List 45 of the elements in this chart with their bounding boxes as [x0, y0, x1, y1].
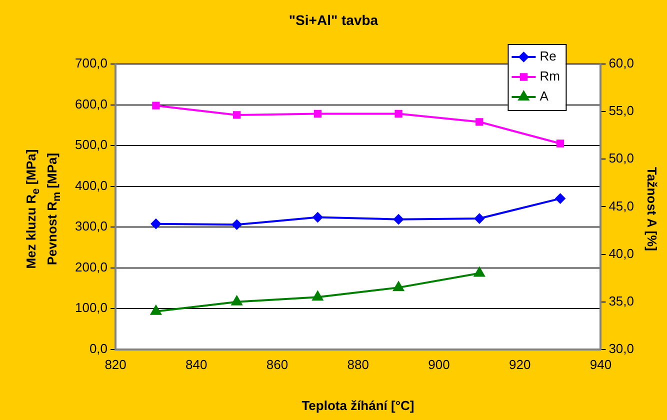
point [394, 214, 404, 224]
y2-tick-label: 35,0 [608, 293, 634, 308]
y-tick-label: 100,0 [74, 300, 108, 316]
point [394, 110, 402, 118]
y2-tick-label: 60,0 [608, 56, 634, 71]
x-tick-label: 820 [104, 356, 126, 372]
point [312, 291, 324, 301]
x-tick-label: 920 [508, 356, 531, 372]
y2-tick-label: 50,0 [608, 150, 634, 166]
x-axis-title: Teplota žíhání [°C] [300, 398, 416, 413]
y-tick-label: 300,0 [74, 218, 108, 234]
y2-tick-label: 40,0 [608, 246, 634, 261]
y2-axis-title: Tažnost A [%] [644, 166, 660, 252]
point [150, 305, 162, 315]
point [314, 110, 322, 118]
y-tick-label: 700,0 [74, 56, 108, 71]
x-tick-label: 840 [186, 356, 208, 372]
legend-label: Rm [540, 68, 560, 84]
point [474, 214, 484, 224]
y-tick-label: 500,0 [74, 137, 108, 152]
point [231, 296, 242, 306]
x-tick-label: 900 [428, 356, 450, 372]
chart-title: "Si+Al" tavba [288, 12, 380, 28]
x-tick-label: 860 [266, 356, 288, 372]
point [232, 220, 242, 230]
y-tick-label: 600,0 [74, 96, 108, 112]
point [232, 111, 241, 119]
point [312, 212, 323, 222]
y-tick-label: 0,0 [89, 340, 108, 356]
y-tick-label: 200,0 [74, 259, 108, 274]
point [474, 267, 485, 277]
point [393, 282, 404, 292]
point [152, 102, 160, 110]
point [476, 118, 484, 126]
y2-tick-label: 45,0 [608, 198, 634, 214]
y-tick-label: 400,0 [74, 178, 108, 193]
legend-label: A [540, 88, 549, 104]
point [556, 140, 564, 148]
x-tick-label: 880 [347, 356, 369, 372]
legend-label: Re [540, 48, 556, 64]
x-tick-label: 940 [590, 356, 612, 372]
y2-tick-label: 55,0 [608, 103, 634, 118]
y2-tick-label: 30,0 [608, 340, 634, 356]
point [555, 194, 566, 204]
point [150, 218, 161, 229]
